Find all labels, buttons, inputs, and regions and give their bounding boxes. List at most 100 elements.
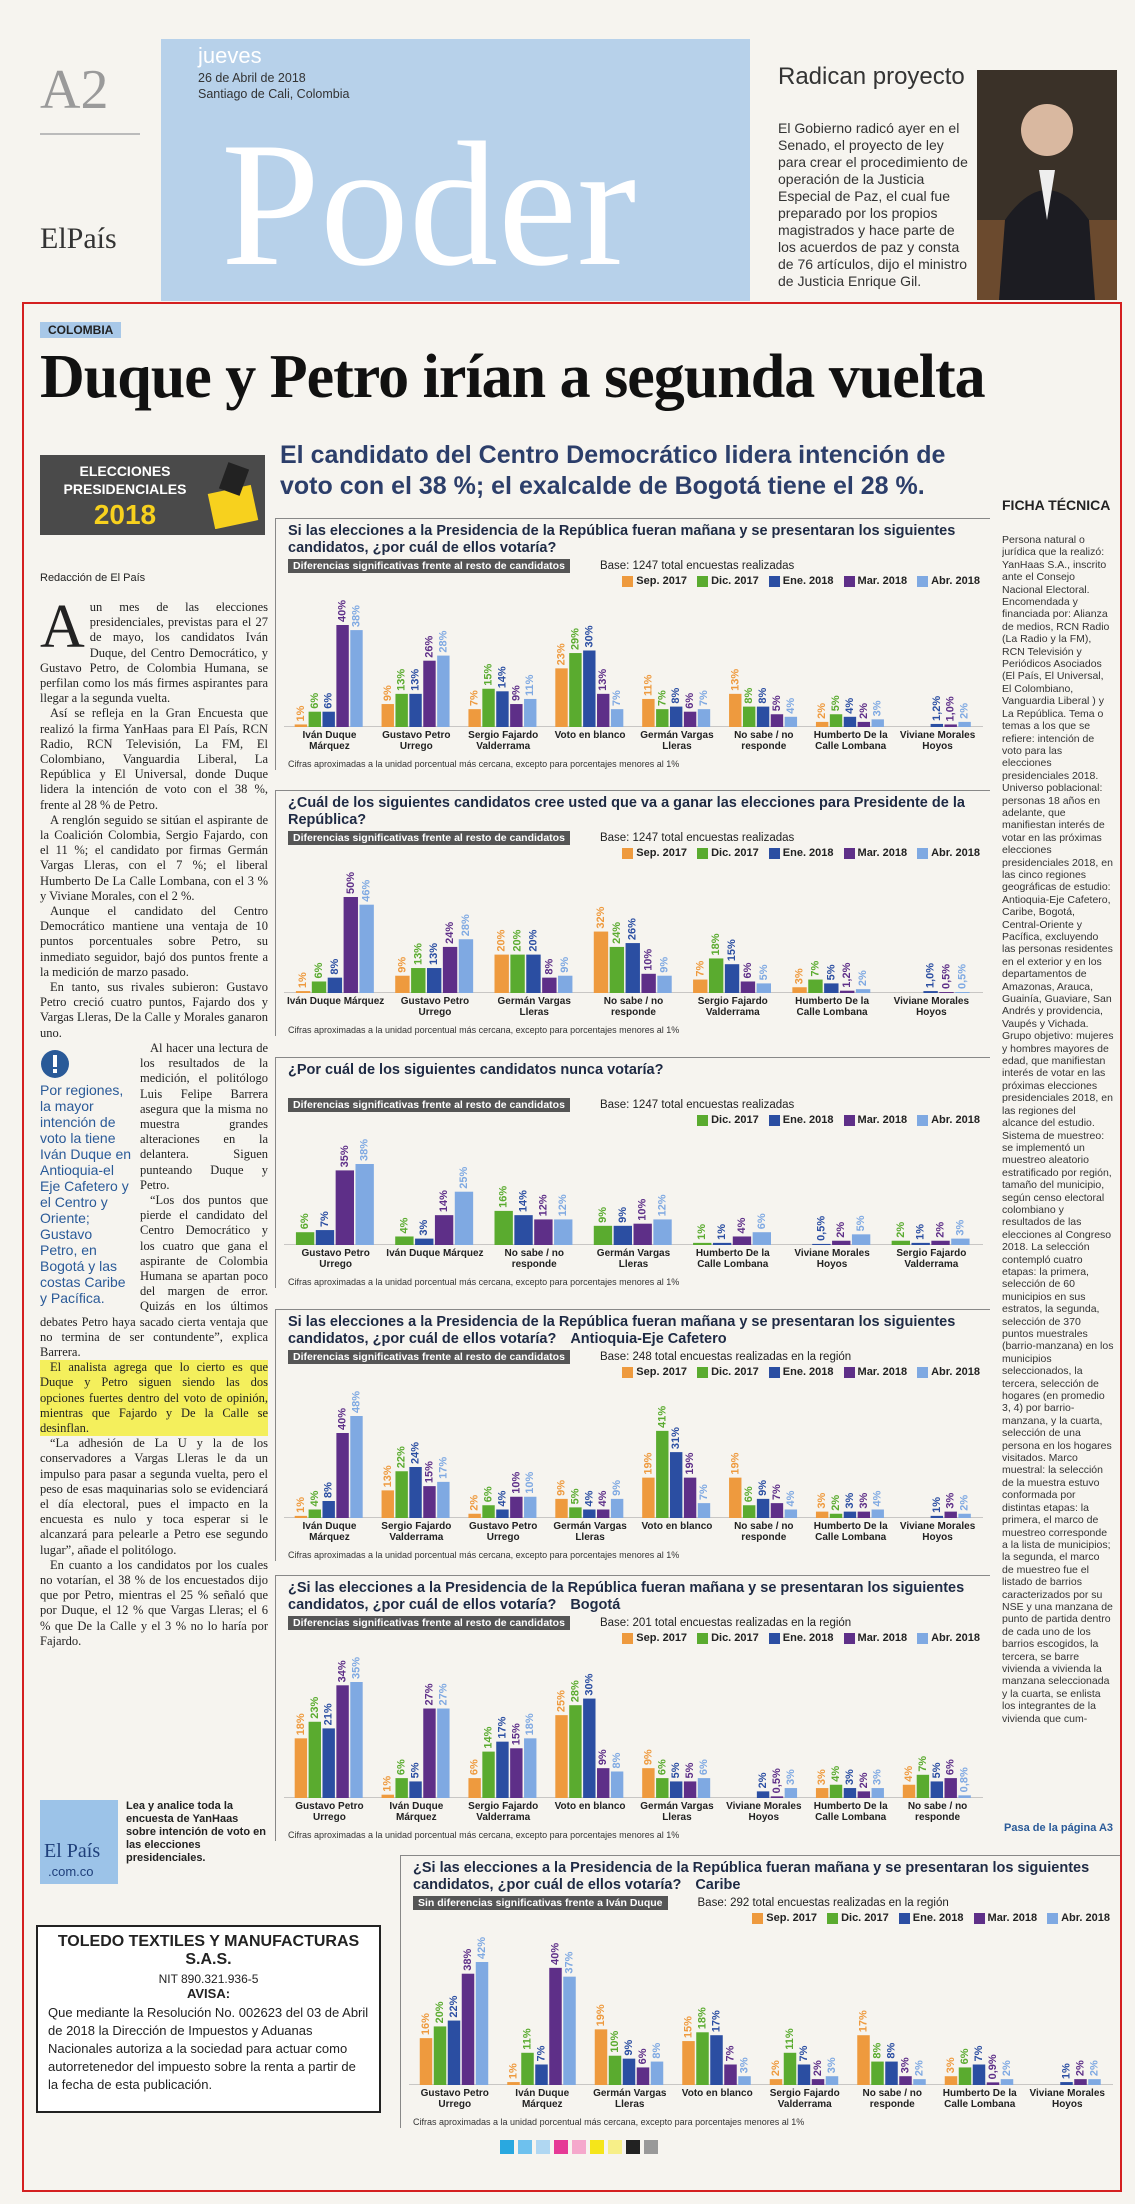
value-label: 6% — [945, 1759, 957, 1775]
legend-item: Abr. 2018 — [1047, 1912, 1110, 1924]
value-label: 5% — [771, 695, 783, 711]
legend-swatch — [917, 1114, 929, 1126]
value-label: 9% — [617, 1207, 629, 1223]
legend-item: Dic. 2017 — [697, 1114, 759, 1126]
bar — [784, 1509, 798, 1518]
paragraph: A un mes de las elecciones presidenciale… — [40, 600, 268, 706]
value-label: 5% — [410, 1762, 422, 1778]
legend-swatch — [622, 1366, 634, 1378]
value-label: 4% — [830, 1766, 842, 1782]
bar — [524, 1496, 537, 1518]
value-label: 8% — [543, 959, 555, 975]
bar — [697, 709, 711, 727]
bar — [811, 2079, 825, 2085]
bar — [756, 706, 770, 727]
bar — [642, 698, 655, 727]
value-label: 35% — [339, 1145, 351, 1167]
category-label: Iván Duque Márquez — [386, 1248, 484, 1259]
date: 26 de Abril de 2018 — [198, 71, 306, 85]
legend-label: Mar. 2018 — [857, 1366, 908, 1378]
bar — [756, 983, 771, 993]
ad-body: Que mediante la Resolución No. 002623 de… — [48, 2005, 369, 2092]
value-label: 3% — [872, 700, 884, 716]
bar — [411, 968, 426, 993]
bar — [832, 1240, 851, 1245]
value-label: 0,5% — [815, 1216, 827, 1241]
bar — [534, 1219, 553, 1245]
bar — [343, 897, 358, 993]
value-label: 5% — [825, 964, 837, 980]
legend-swatch — [697, 1114, 709, 1126]
article: A un mes de las elecciones presidenciale… — [40, 600, 268, 1795]
bar — [555, 1715, 568, 1798]
value-label: 11% — [784, 2028, 796, 2050]
chart-note: Diferencias significativas frente al res… — [288, 831, 570, 845]
legend-item: Mar. 2018 — [843, 575, 907, 587]
legend-swatch — [768, 1114, 780, 1126]
rule — [40, 133, 140, 135]
chart-footnote: Cifras aproximadas a la unidad porcentua… — [288, 759, 680, 769]
value-label: 13% — [382, 1465, 394, 1487]
bar — [902, 1784, 916, 1798]
category-label: Voto en blanco — [554, 1801, 626, 1812]
chart-note: Diferencias significativas frente al res… — [288, 1350, 570, 1364]
bar — [740, 981, 756, 993]
category-label: Sergio Fajardo Valderrama — [697, 996, 768, 1018]
legend-item: Abr. 2018 — [917, 1632, 980, 1644]
value-label: 38% — [462, 1948, 474, 1970]
value-label: 14% — [518, 1190, 530, 1212]
legend-label: Sep. 2017 — [636, 575, 688, 587]
legend-item: Mar. 2018 — [973, 1912, 1037, 1924]
bar — [468, 1778, 481, 1798]
bar — [494, 1210, 513, 1245]
value-label: 2% — [914, 2060, 926, 2076]
value-label: 12% — [557, 1194, 569, 1216]
bar — [669, 1781, 683, 1798]
value-label: 0,5% — [956, 964, 968, 989]
legend-swatch — [917, 1366, 929, 1378]
legend-item: Dic. 2017 — [697, 1366, 759, 1378]
value-label: 17% — [711, 2010, 723, 2032]
bar — [851, 1234, 871, 1245]
bar — [336, 625, 349, 727]
promo-text: Lea y analice toda la encuesta de YanHaa… — [126, 1800, 266, 1864]
bar — [468, 709, 481, 727]
chart-region: Antioquia-Eje Cafetero — [570, 1331, 727, 1347]
bar — [613, 1225, 632, 1245]
bar — [294, 724, 308, 727]
chart-meta: Diferencias significativas frente al res… — [288, 831, 980, 845]
ad: TOLEDO TEXTILES Y MANUFACTURAS S.A.S. NI… — [36, 1925, 381, 2113]
value-label: 20% — [496, 929, 508, 951]
bar — [549, 1967, 562, 2085]
jump-line: Pasa de la página A3 — [1004, 1822, 1114, 1834]
value-label: 22% — [448, 1995, 460, 2017]
legend-label: Ene. 2018 — [782, 1632, 834, 1644]
election-logo: ELECCIONES PRESIDENCIALES 2018 — [40, 455, 265, 535]
value-label: 27% — [423, 1683, 435, 1705]
promo-domain: .com.co — [48, 1864, 94, 1879]
legend-label: Abr. 2018 — [931, 1366, 980, 1378]
bar — [558, 975, 573, 993]
legend-label: Abr. 2018 — [931, 1114, 980, 1126]
bar — [475, 1962, 489, 2085]
legend-label: Dic. 2017 — [841, 1912, 889, 1924]
section-banner: jueves 26 de Abril de 2018 Santiago de C… — [161, 39, 750, 301]
value-label: 26% — [627, 918, 639, 940]
value-label: 12% — [657, 1194, 669, 1216]
logo-year: 2018 — [93, 499, 157, 530]
value-label: 1,2% — [931, 696, 943, 721]
bar — [724, 2064, 737, 2085]
value-label: 12% — [537, 1194, 549, 1216]
value-label: 6% — [656, 1759, 668, 1775]
category-label: Humberto De la Calle Lombana — [795, 996, 870, 1018]
category-label: Viviane Morales Hoyos — [899, 1521, 976, 1543]
legend-label: Dic. 2017 — [711, 847, 759, 859]
value-label: 21% — [323, 1703, 335, 1725]
bar — [315, 1230, 335, 1245]
bar — [327, 977, 343, 993]
value-label: 7% — [809, 960, 821, 976]
value-label: 3% — [945, 2057, 957, 2073]
bar — [554, 1219, 573, 1245]
bar — [510, 954, 525, 993]
value-label: 15% — [423, 1461, 435, 1483]
